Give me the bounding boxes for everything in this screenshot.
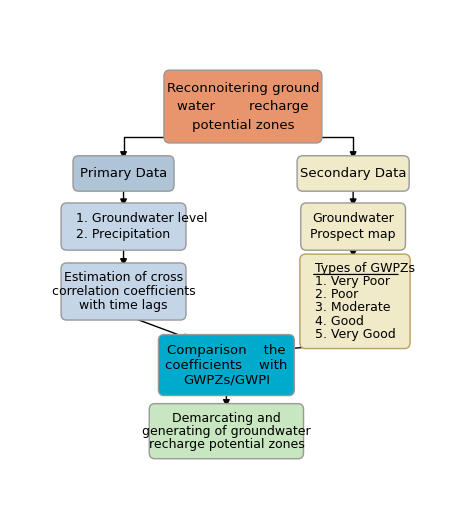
Text: 5. Very Good: 5. Very Good [315, 328, 395, 341]
Text: Groundwater: Groundwater [312, 213, 394, 225]
Text: 3. Moderate: 3. Moderate [315, 301, 390, 314]
FancyBboxPatch shape [73, 156, 174, 191]
Text: recharge potential zones: recharge potential zones [148, 438, 304, 451]
Text: generating of groundwater: generating of groundwater [142, 425, 310, 438]
Text: Reconnoitering ground: Reconnoitering ground [167, 82, 319, 95]
FancyBboxPatch shape [61, 263, 186, 320]
FancyBboxPatch shape [149, 404, 303, 459]
Text: water        recharge: water recharge [177, 100, 309, 113]
FancyBboxPatch shape [300, 254, 410, 349]
Text: with time lags: with time lags [79, 299, 168, 312]
Text: 4. Good: 4. Good [315, 314, 364, 328]
FancyBboxPatch shape [158, 335, 294, 396]
Text: GWPZs/GWPI: GWPZs/GWPI [183, 374, 270, 386]
FancyBboxPatch shape [297, 156, 409, 191]
Text: coefficients    with: coefficients with [165, 359, 288, 371]
Text: 2. Poor: 2. Poor [315, 288, 358, 301]
FancyBboxPatch shape [164, 70, 322, 143]
Text: Types of GWPZs: Types of GWPZs [315, 262, 415, 275]
FancyBboxPatch shape [61, 203, 186, 250]
Text: potential zones: potential zones [191, 119, 294, 131]
FancyBboxPatch shape [301, 203, 405, 250]
Text: correlation coefficients: correlation coefficients [52, 285, 195, 298]
Text: Primary Data: Primary Data [80, 167, 167, 180]
Text: Secondary Data: Secondary Data [300, 167, 406, 180]
Text: Comparison    the: Comparison the [167, 344, 286, 357]
Text: Demarcating and: Demarcating and [172, 411, 281, 425]
Text: 1. Very Poor: 1. Very Poor [315, 275, 390, 288]
Text: Prospect map: Prospect map [310, 228, 396, 241]
Text: 1. Groundwater level: 1. Groundwater level [76, 213, 207, 225]
Text: 2. Precipitation: 2. Precipitation [76, 228, 170, 241]
Text: Estimation of cross: Estimation of cross [64, 271, 183, 284]
